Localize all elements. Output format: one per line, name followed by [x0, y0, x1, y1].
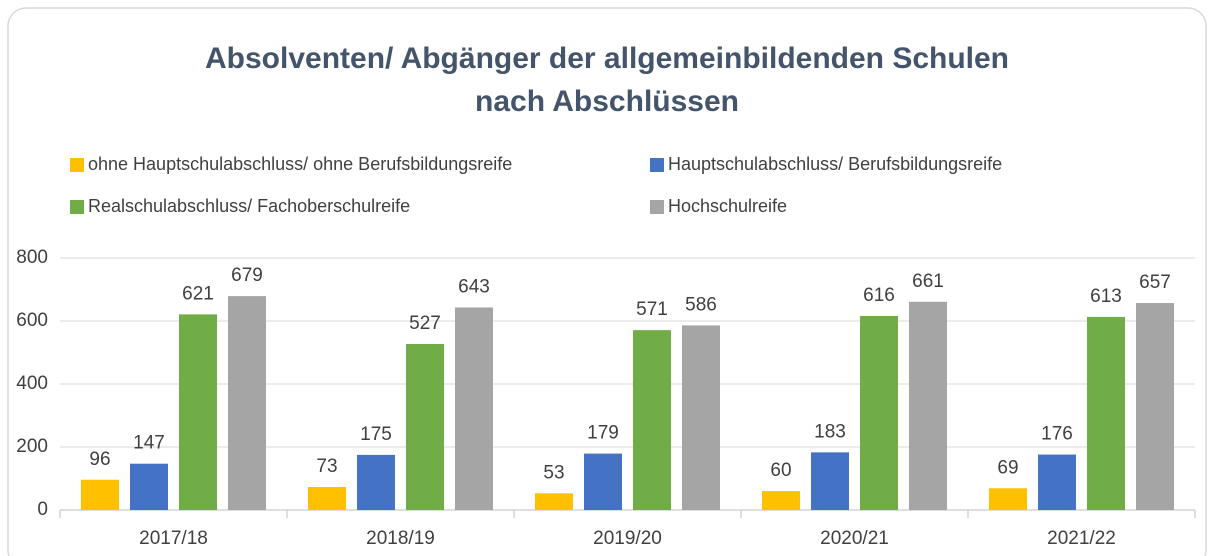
data-label: 616 [863, 285, 895, 306]
bar [179, 314, 217, 510]
bar [535, 493, 573, 510]
bar [1038, 454, 1076, 510]
bar [406, 343, 444, 510]
x-tick-label: 2017/18 [139, 528, 208, 549]
data-label: 571 [636, 299, 668, 320]
legend-swatch [70, 200, 84, 214]
chart-title: Absolventen/ Abgänger der allgemeinbilde… [205, 42, 1009, 75]
legend-label: Hauptschulabschluss/ Berufsbildungsreife [668, 154, 1002, 174]
data-label: 657 [1139, 272, 1171, 293]
data-label: 661 [912, 271, 944, 292]
data-label: 679 [231, 265, 263, 286]
data-label: 179 [587, 423, 619, 444]
bar [633, 330, 671, 510]
bar [130, 463, 168, 510]
legend-label: Hochschulreife [668, 196, 787, 216]
data-label: 53 [543, 462, 564, 483]
y-tick-label: 0 [37, 499, 48, 520]
bar [860, 315, 898, 510]
data-label: 621 [182, 283, 214, 304]
bar [308, 487, 346, 510]
legend-label: Realschulabschluss/ Fachoberschulreife [88, 196, 410, 216]
data-label: 69 [997, 457, 1018, 478]
legend-swatch [650, 158, 664, 172]
bar [455, 307, 493, 510]
bar [1087, 316, 1125, 510]
bar [909, 301, 947, 510]
bar [762, 491, 800, 510]
data-label: 183 [814, 421, 846, 442]
data-label: 527 [409, 313, 441, 334]
legend-swatch [650, 200, 664, 214]
bar [357, 454, 395, 510]
y-tick-label: 800 [16, 247, 48, 268]
bar [1136, 303, 1174, 510]
x-tick-label: 2020/21 [820, 528, 889, 549]
bar [811, 452, 849, 510]
chart-title: nach Abschlüssen [475, 85, 739, 118]
y-tick-label: 200 [16, 436, 48, 457]
data-label: 643 [458, 276, 490, 297]
bar [989, 488, 1027, 510]
bar [228, 296, 266, 510]
bar [682, 325, 720, 510]
legend-swatch [70, 158, 84, 172]
x-tick-label: 2021/22 [1047, 528, 1116, 549]
data-label: 147 [133, 433, 165, 454]
bar [81, 479, 119, 510]
bar [584, 453, 622, 510]
y-tick-label: 600 [16, 310, 48, 331]
data-label: 175 [360, 424, 392, 445]
chart-border [7, 7, 1207, 556]
data-label: 96 [89, 449, 110, 470]
data-label: 176 [1041, 424, 1073, 445]
y-tick-label: 400 [16, 373, 48, 394]
x-tick-label: 2019/20 [593, 528, 662, 549]
x-tick-label: 2018/19 [366, 528, 435, 549]
data-label: 60 [770, 460, 791, 481]
data-label: 586 [685, 294, 717, 315]
legend-label: ohne Hauptschulabschluss/ ohne Berufsbil… [88, 154, 512, 174]
data-label: 73 [316, 456, 337, 477]
data-label: 613 [1090, 286, 1122, 307]
